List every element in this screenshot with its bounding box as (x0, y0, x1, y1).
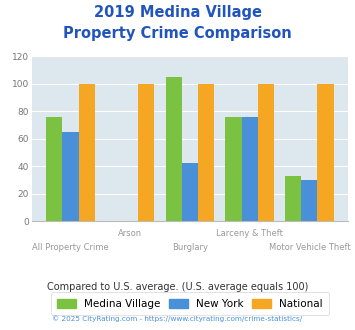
Text: © 2025 CityRating.com - https://www.cityrating.com/crime-statistics/: © 2025 CityRating.com - https://www.city… (53, 315, 302, 322)
Bar (46, 116, 62, 221)
Text: Burglary: Burglary (172, 243, 208, 251)
Text: 2019 Medina Village: 2019 Medina Village (93, 5, 262, 20)
Text: Property Crime Comparison: Property Crime Comparison (63, 26, 292, 41)
Legend: Medina Village, New York, National: Medina Village, New York, National (51, 292, 329, 315)
Text: Compared to U.S. average. (U.S. average equals 100): Compared to U.S. average. (U.S. average … (47, 282, 308, 292)
Bar (78, 83, 95, 221)
Bar (242, 116, 258, 221)
Bar (138, 83, 154, 221)
Bar (62, 132, 78, 221)
Text: Arson: Arson (118, 229, 142, 238)
Bar (166, 77, 182, 221)
Bar (182, 163, 198, 221)
Text: All Property Crime: All Property Crime (32, 243, 109, 251)
Bar (225, 116, 242, 221)
Bar (258, 83, 274, 221)
Bar (317, 83, 334, 221)
Bar (198, 83, 214, 221)
Text: Larceny & Theft: Larceny & Theft (216, 229, 283, 238)
Bar (301, 180, 317, 221)
Bar (285, 176, 301, 221)
Text: Motor Vehicle Theft: Motor Vehicle Theft (268, 243, 350, 251)
